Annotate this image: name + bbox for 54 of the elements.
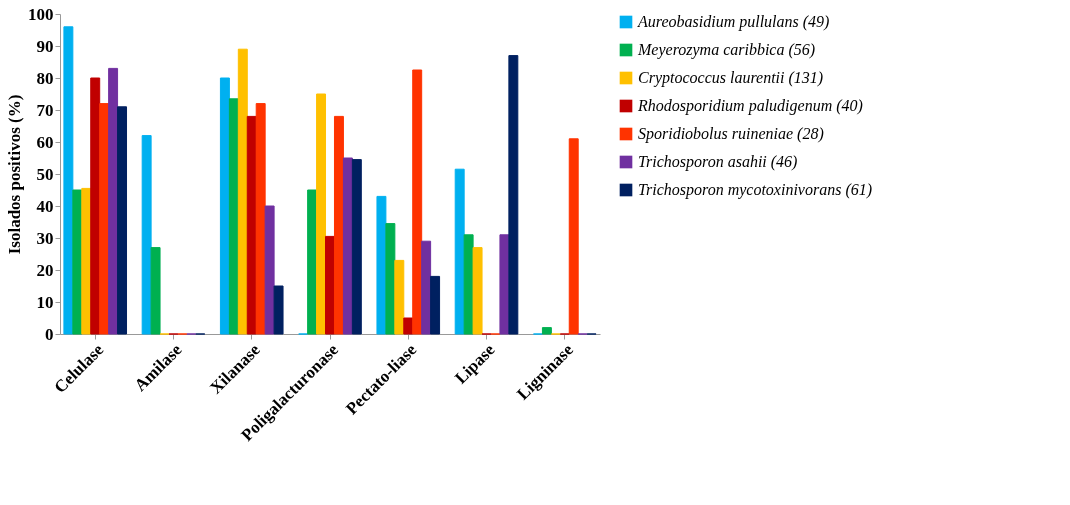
bar — [307, 189, 318, 335]
bar — [472, 247, 483, 335]
y-tick-label: 30 — [36, 228, 54, 248]
bar — [81, 187, 92, 335]
bar — [499, 234, 510, 335]
bar — [228, 98, 239, 335]
bar — [376, 195, 387, 335]
y-tick-label: 50 — [36, 164, 54, 184]
bar — [385, 223, 396, 335]
y-tick-label: 10 — [36, 292, 54, 312]
bar — [237, 48, 248, 335]
bar — [246, 115, 257, 335]
bar — [394, 259, 405, 335]
bar — [219, 77, 230, 335]
bar — [90, 77, 101, 335]
bar — [508, 55, 519, 335]
legend-label: Aureobasidium pullulans (49) — [637, 13, 830, 31]
legend-label: Trichosporon mycotoxinivorans (61) — [638, 181, 873, 199]
bar — [325, 235, 335, 335]
y-tick-label: 0 — [45, 324, 54, 344]
bar — [351, 159, 362, 335]
y-axis-title: Isolados positivos (%) — [5, 94, 24, 255]
y-tick-label: 60 — [36, 132, 54, 152]
bar — [108, 67, 119, 335]
legend-label: Rhodosporidium paludigenum (40) — [637, 97, 863, 115]
bar — [541, 327, 552, 335]
bar — [403, 317, 414, 335]
y-tick-label: 20 — [36, 260, 54, 280]
y-tick-label: 70 — [36, 100, 54, 120]
bar — [150, 247, 161, 335]
bar — [273, 285, 284, 335]
bar — [333, 115, 344, 335]
bar — [412, 69, 423, 335]
legend-label: Meyerozyma caribbica (56) — [637, 41, 816, 59]
bar — [454, 168, 465, 335]
bar — [63, 26, 74, 335]
y-tick-label: 80 — [36, 68, 54, 88]
bar — [568, 138, 579, 335]
bar — [316, 93, 327, 335]
legend-label: Sporidiobolus ruineniae (28) — [638, 125, 824, 143]
y-tick-label: 100 — [28, 4, 54, 24]
bar — [430, 275, 441, 335]
bar — [99, 103, 110, 335]
y-tick-label: 90 — [36, 36, 54, 56]
bar — [141, 135, 152, 335]
legend-label: Cryptococcus laurentii (131) — [638, 69, 824, 87]
bar — [255, 103, 266, 335]
bar — [421, 240, 432, 335]
bar — [342, 157, 353, 335]
bar — [264, 205, 275, 335]
bar — [117, 106, 128, 335]
y-tick-label: 40 — [36, 196, 54, 216]
legend-label: Trichosporon asahii (46) — [638, 153, 798, 171]
bar — [72, 189, 83, 335]
